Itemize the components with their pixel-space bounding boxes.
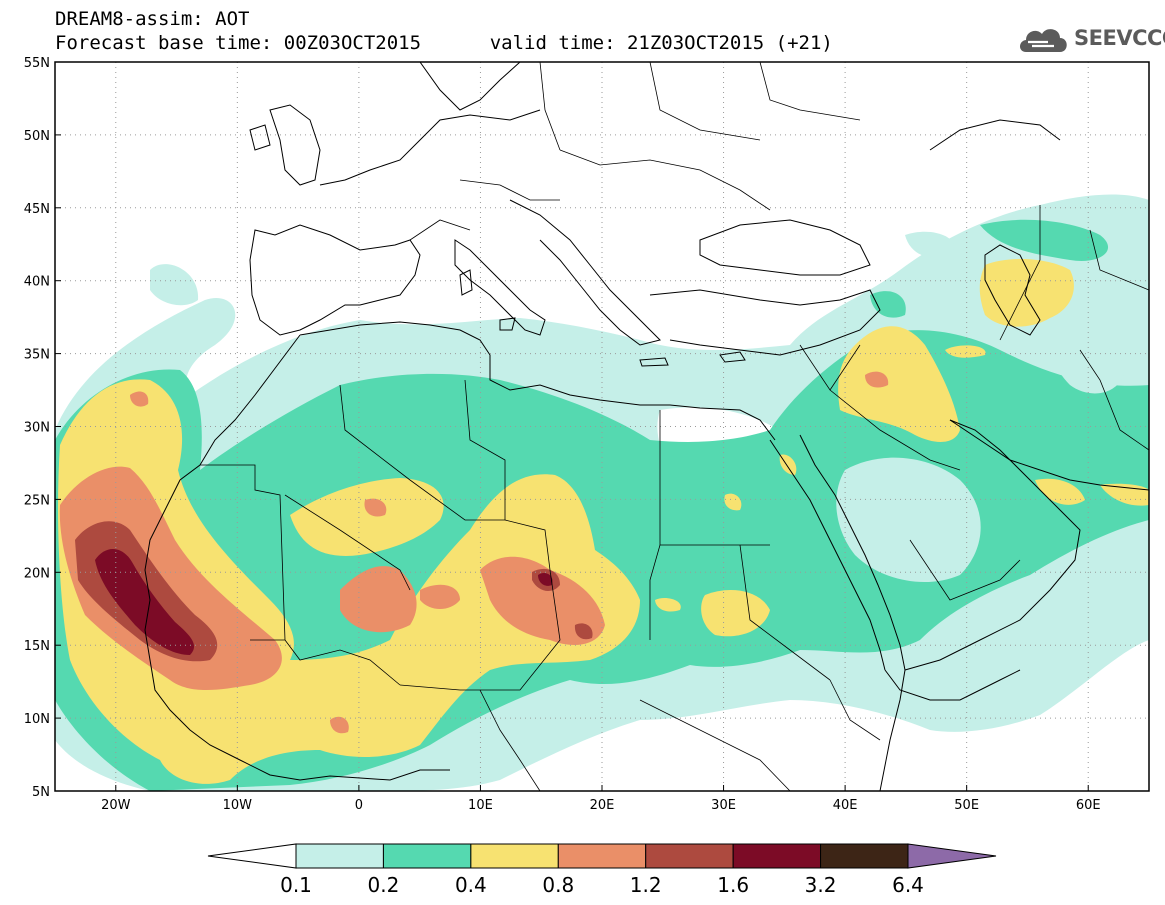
map-time-info: Forecast base time: 00Z03OCT2015 valid t… [55, 32, 833, 54]
colorbar-level-label: 6.4 [892, 873, 924, 897]
lat-tick-label: 30N [24, 421, 50, 436]
lon-tick-label: 10W [223, 798, 253, 813]
logo-text: SEEVCCC [1074, 26, 1165, 50]
country-borders [200, 62, 1149, 791]
lat-tick-label: 10N [24, 712, 50, 727]
colorbar-level-label: 3.2 [804, 873, 837, 897]
lon-tick-label: 40E [833, 798, 858, 813]
lon-tick-label: 20W [101, 798, 131, 813]
lon-tick-label: 60E [1076, 798, 1101, 813]
lon-tick-label: 0 [355, 798, 363, 813]
coastlines [144, 62, 1149, 791]
colorbar-level-label: 0.8 [542, 873, 575, 897]
cloud-icon [1020, 29, 1067, 52]
colorbar-swatch [820, 843, 909, 869]
colorbar-lower-extend [207, 843, 297, 869]
colorbar-swatch [645, 843, 734, 869]
lon-tick-label: 30E [711, 798, 736, 813]
lat-tick-label: 15N [24, 639, 50, 654]
lat-tick-label: 35N [24, 348, 50, 363]
lat-tick-label: 55N [24, 56, 50, 71]
colorbar-level-label: 1.2 [629, 873, 662, 897]
lat-tick-label: 25N [24, 493, 50, 508]
map-title: DREAM8-assim: AOT [55, 8, 250, 30]
lon-tick-label: 50E [954, 798, 979, 813]
valid-time: valid time: 21Z03OCT2015 (+21) [489, 32, 833, 54]
colorbar-swatch [557, 843, 647, 869]
colorbar-swatch [732, 843, 822, 869]
lat-tick-label: 45N [24, 202, 50, 217]
colorbar-level-label: 0.2 [367, 873, 400, 897]
lat-tick-label: 20N [24, 566, 50, 581]
aot-level-1.6 [95, 548, 553, 655]
colorbar-level-label: 0.1 [280, 873, 312, 897]
colorbar-level-label: 0.4 [454, 873, 487, 897]
lon-tick-label: 20E [590, 798, 615, 813]
lat-tick-label: 50N [24, 129, 50, 144]
colorbar-swatch [295, 843, 384, 869]
forecast-base-time: Forecast base time: 00Z03OCT2015 [55, 32, 422, 54]
longitude-axis: 20W 10W 0 10E 20E 30E 40E 50E 60E [101, 785, 1101, 813]
colorbar [207, 843, 997, 869]
colorbar-swatch [470, 843, 559, 869]
seevccc-logo: SEEVCCC [1016, 22, 1165, 58]
colorbar-level-label: 1.6 [717, 873, 750, 897]
lat-tick-label: 5N [32, 785, 50, 800]
aot-level-0.1-inner [836, 341, 1125, 583]
colorbar-swatch [382, 843, 472, 869]
lat-tick-label: 40N [24, 275, 50, 290]
lon-tick-label: 10E [468, 798, 493, 813]
colorbar-upper-extend [907, 843, 997, 869]
latitude-axis: 55N 50N 45N 40N 35N 30N 25N 20N 15N 10N 5N [24, 56, 61, 800]
